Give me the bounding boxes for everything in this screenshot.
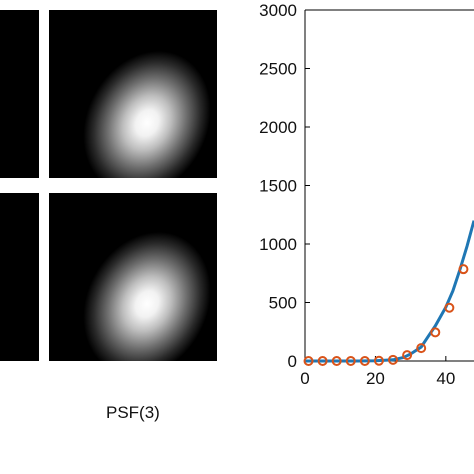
data-point	[388, 354, 399, 365]
y-tick-label: 1000	[259, 235, 297, 254]
y-tick-label: 0	[288, 352, 297, 371]
y-tick-label: 2500	[259, 60, 297, 79]
x-tick-label: 40	[436, 369, 455, 388]
data-point	[373, 355, 384, 366]
y-tick-label: 3000	[259, 1, 297, 20]
psf-panel-top-left	[0, 10, 39, 178]
psf-caption: PSF(3)	[106, 403, 160, 422]
psf-panel-bottom-left	[0, 193, 39, 361]
data-point	[359, 356, 370, 366]
fit-line	[305, 220, 474, 363]
chart-plot	[303, 220, 474, 366]
psf-panel-bottom-right	[49, 193, 217, 361]
data-point	[416, 343, 427, 354]
x-tick-label: 0	[300, 369, 309, 388]
y-tick-label: 500	[269, 294, 297, 313]
data-point	[458, 264, 469, 275]
y-tick-label: 2000	[259, 118, 297, 137]
data-point	[303, 356, 314, 366]
data-point	[345, 356, 356, 366]
chart-axes: 0 500 1000 1500 2000 2500 3000 0 20 40	[259, 1, 474, 388]
x-tick-label: 20	[366, 369, 385, 388]
psf-panel-top-right	[49, 10, 217, 178]
data-point	[331, 356, 342, 366]
data-point	[402, 350, 413, 361]
y-tick-label: 1500	[259, 177, 297, 196]
data-point	[317, 356, 328, 366]
data-point	[430, 327, 441, 338]
data-point	[444, 302, 455, 313]
